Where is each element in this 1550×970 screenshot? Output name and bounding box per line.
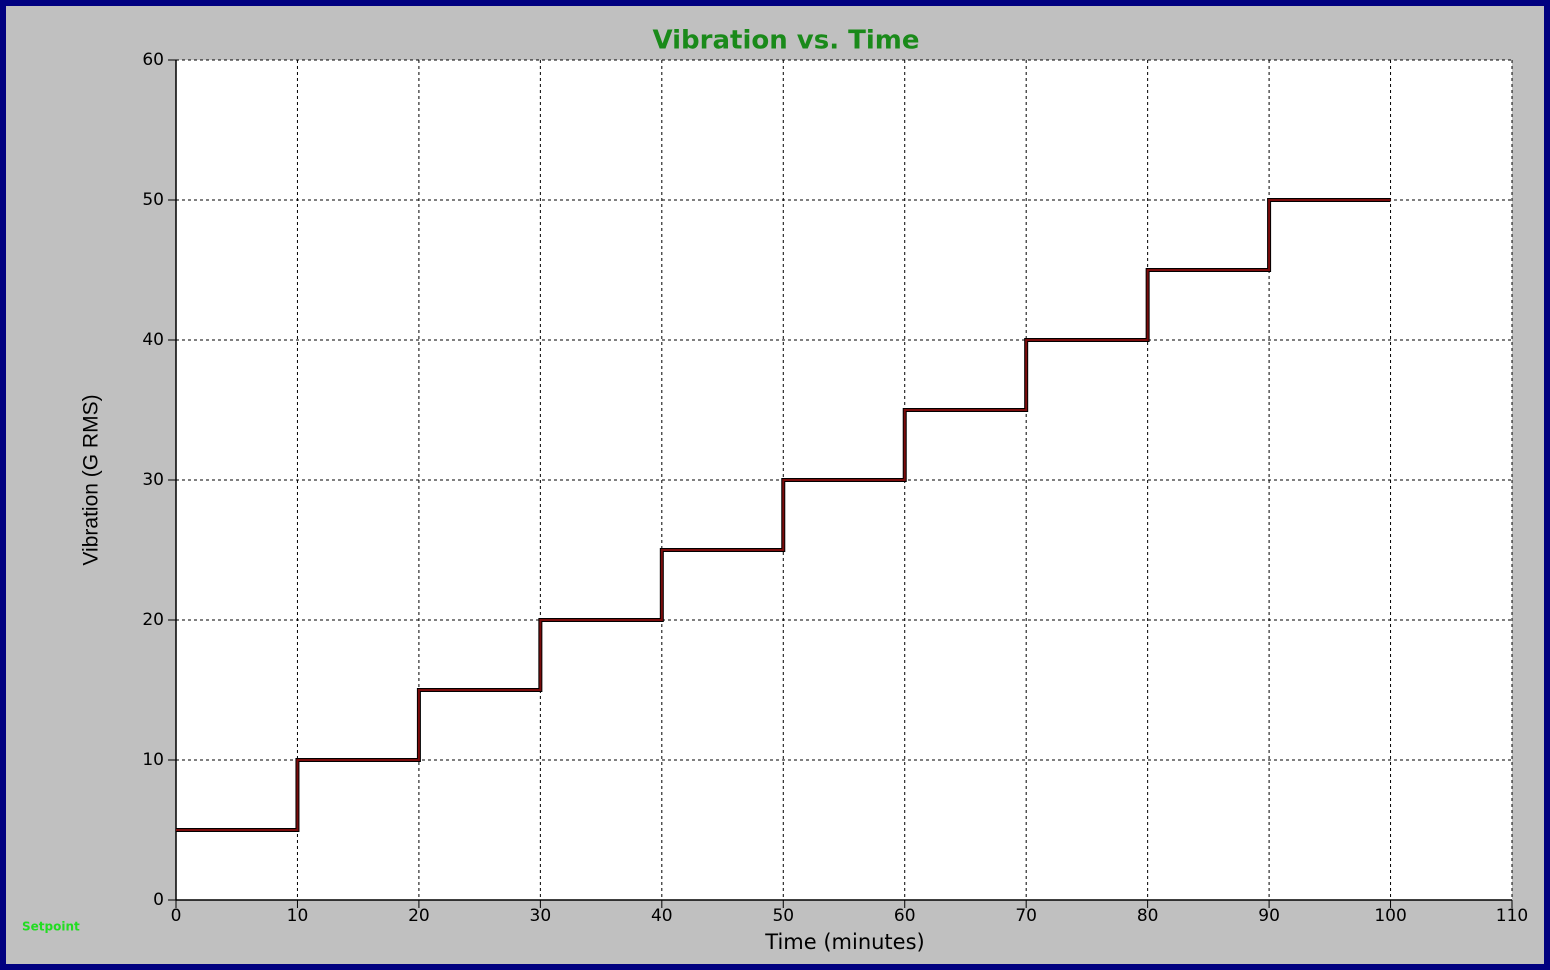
y-axis-label: Vibration (G RMS) <box>80 394 103 565</box>
x-tick-label: 90 <box>1258 906 1280 926</box>
x-tick-label: 30 <box>530 906 552 926</box>
x-tick-label: 100 <box>1374 906 1406 926</box>
chart-title: Vibration vs. Time <box>652 26 919 56</box>
y-tick-label: 60 <box>142 50 164 70</box>
y-tick-label: 0 <box>153 890 164 910</box>
y-tick-label: 10 <box>142 750 164 770</box>
y-tick-label: 40 <box>142 330 164 350</box>
x-tick-label: 0 <box>171 906 182 926</box>
series-line <box>176 199 1391 831</box>
x-tick-label: 40 <box>651 906 673 926</box>
x-tick-label: 20 <box>408 906 430 926</box>
x-tick-label: 80 <box>1137 906 1159 926</box>
x-tick-label: 70 <box>1015 906 1037 926</box>
y-tick-label: 20 <box>142 610 164 630</box>
x-tick-label: 110 <box>1496 906 1528 926</box>
legend-entry: Setpoint <box>22 920 80 934</box>
y-tick-label: 30 <box>142 470 164 490</box>
x-tick-label: 10 <box>287 906 309 926</box>
y-tick-label: 50 <box>142 190 164 210</box>
x-tick-label: 50 <box>772 906 794 926</box>
x-tick-label: 60 <box>894 906 916 926</box>
x-axis-label: Time (minutes) <box>764 930 924 954</box>
